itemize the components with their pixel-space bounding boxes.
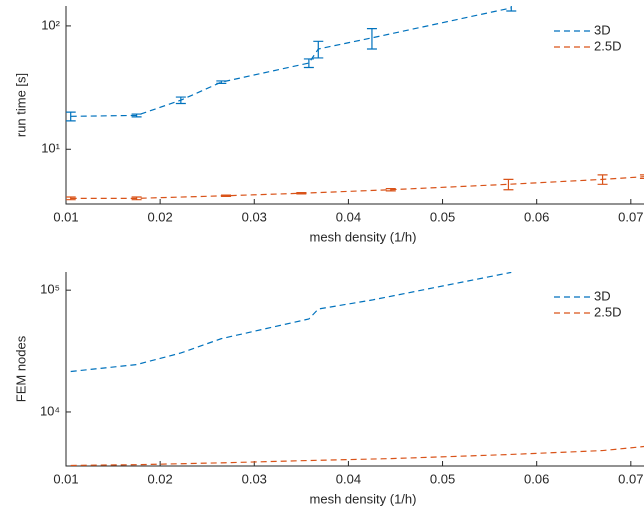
x-tick-label: 0.01 bbox=[53, 471, 78, 486]
y-tick-label: 10² bbox=[41, 17, 60, 32]
legend-label: 3D bbox=[594, 22, 611, 37]
axes bbox=[65, 272, 644, 467]
y-tick-label: 10¹ bbox=[41, 141, 60, 156]
error-bar bbox=[506, 6, 517, 12]
y-axis-label: FEM nodes bbox=[13, 335, 28, 402]
x-tick-label: 0.02 bbox=[147, 209, 172, 224]
axes bbox=[65, 6, 644, 205]
error-bar bbox=[597, 174, 608, 185]
error-bar bbox=[296, 192, 307, 195]
x-tick-label: 0.07 bbox=[618, 209, 643, 224]
legend-label: 2.5D bbox=[594, 38, 621, 53]
plot-area bbox=[66, 6, 644, 201]
error-bar bbox=[366, 28, 377, 50]
error-bar bbox=[313, 40, 324, 59]
error-bar bbox=[385, 187, 396, 192]
x-tick-label: 0.05 bbox=[430, 209, 455, 224]
error-bar bbox=[131, 196, 142, 201]
y-tick-label: 10⁵ bbox=[40, 282, 60, 297]
x-tick-label: 0.02 bbox=[147, 471, 172, 486]
error-bar bbox=[66, 111, 76, 122]
error-bar bbox=[639, 174, 644, 180]
x-tick-label: 0.03 bbox=[242, 209, 267, 224]
x-tick-label: 0.07 bbox=[618, 471, 643, 486]
error-bar bbox=[216, 80, 227, 84]
y-tick-label: 10⁴ bbox=[40, 403, 60, 418]
error-bar bbox=[221, 194, 232, 197]
error-bar bbox=[131, 113, 142, 118]
error-bar bbox=[66, 196, 76, 201]
x-axis-label: mesh density (1/h) bbox=[310, 229, 417, 244]
x-axis-label: mesh density (1/h) bbox=[310, 491, 417, 506]
series-line bbox=[70, 176, 644, 199]
series-line bbox=[70, 7, 512, 117]
x-tick-label: 0.01 bbox=[53, 209, 78, 224]
x-tick-label: 0.06 bbox=[524, 209, 549, 224]
error-bar bbox=[503, 178, 514, 191]
legend-label: 2.5D bbox=[594, 304, 621, 319]
x-tick-label: 0.03 bbox=[242, 471, 267, 486]
x-tick-label: 0.06 bbox=[524, 471, 549, 486]
error-bar bbox=[303, 58, 314, 69]
error-bar bbox=[175, 96, 186, 105]
x-tick-label: 0.04 bbox=[336, 471, 361, 486]
y-axis-label: run time [s] bbox=[13, 73, 28, 137]
series-line bbox=[70, 445, 644, 466]
plot-area bbox=[70, 272, 644, 466]
x-tick-label: 0.04 bbox=[336, 209, 361, 224]
series-line bbox=[70, 272, 512, 373]
x-tick-label: 0.05 bbox=[430, 471, 455, 486]
legend-label: 3D bbox=[594, 288, 611, 303]
